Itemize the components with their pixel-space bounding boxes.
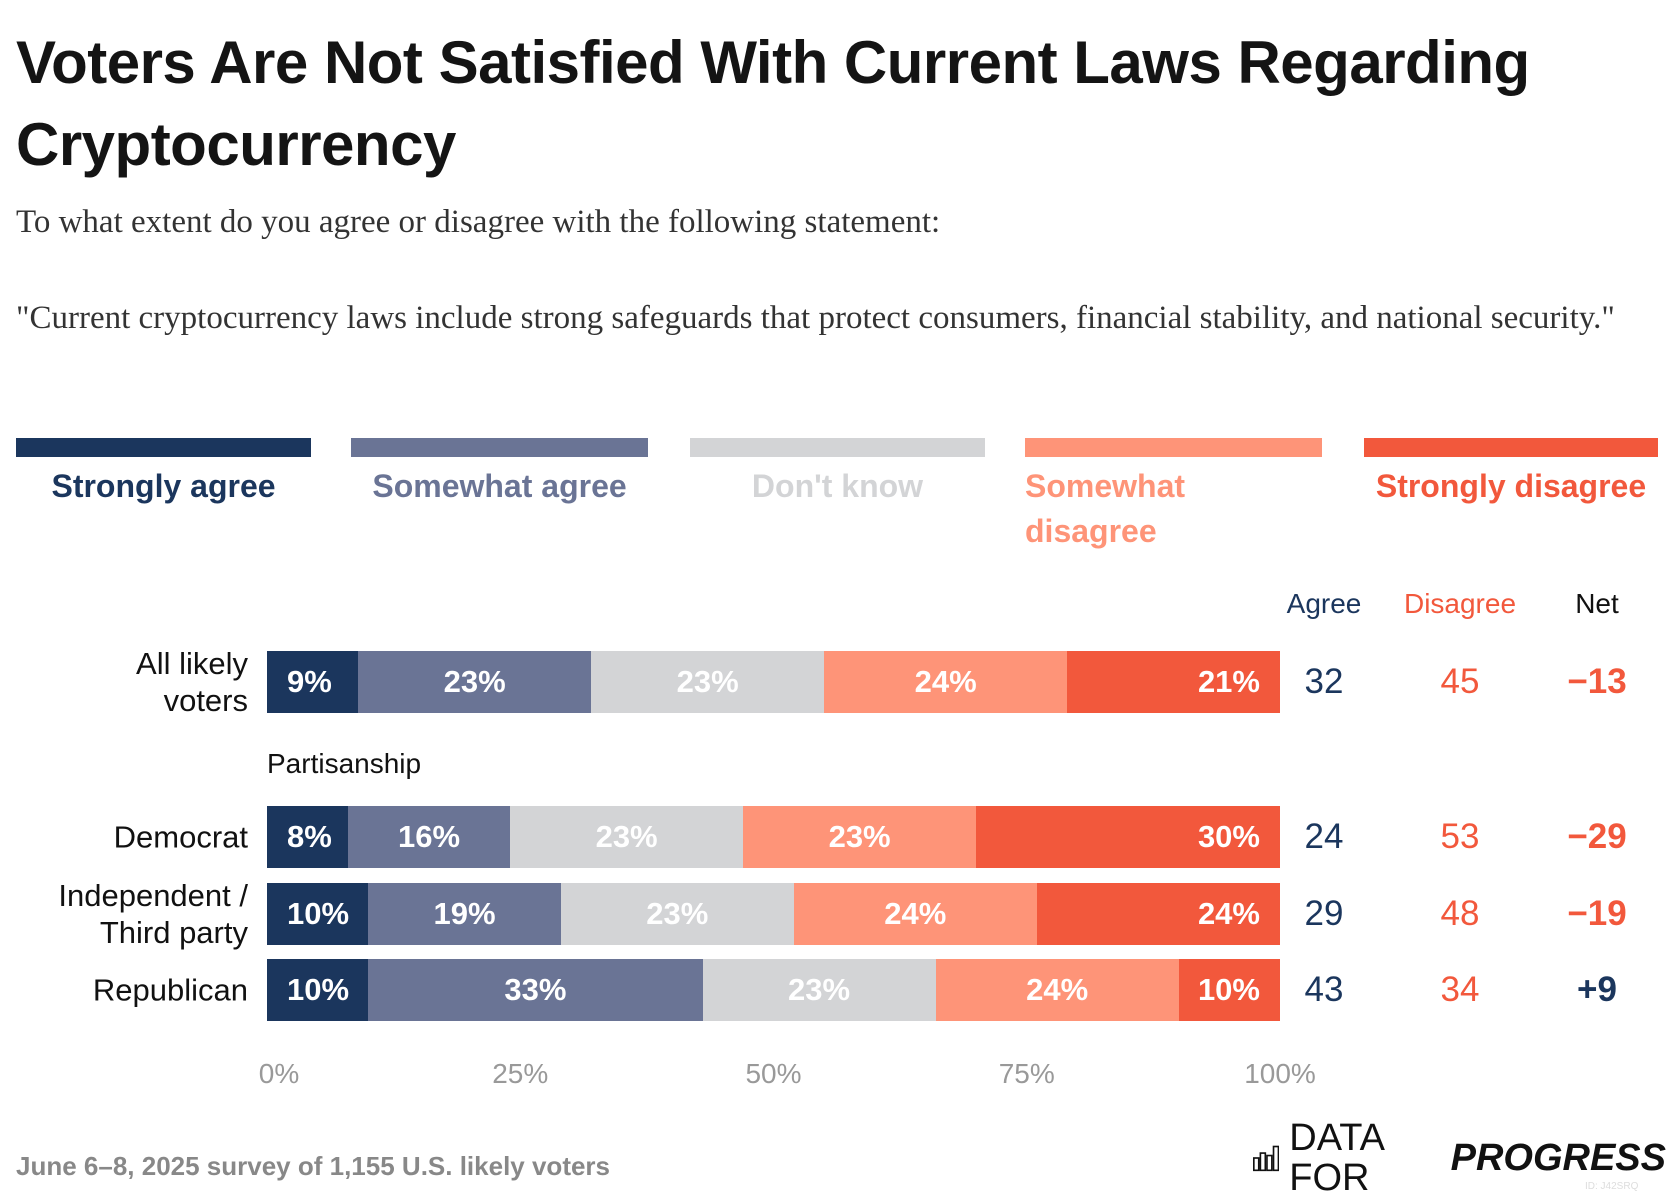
disagree-value: 48 xyxy=(1440,894,1480,933)
legend-label: Strongly disagree xyxy=(1375,468,1647,504)
bar-value-label: 10% xyxy=(1197,972,1260,1007)
agree-value: 29 xyxy=(1304,894,1344,933)
net-value: +9 xyxy=(1577,970,1617,1009)
disagree-value: 34 xyxy=(1440,970,1480,1009)
bar-value-label: 24% xyxy=(914,664,977,699)
x-tick-label: 50% xyxy=(745,1058,802,1089)
agree-value: 32 xyxy=(1304,662,1344,701)
bar-value-label: 24% xyxy=(1197,896,1260,931)
legend-swatch xyxy=(351,438,648,457)
x-tick-label: 25% xyxy=(492,1058,549,1089)
chart-title: Voters Are Not Satisfied With Current La… xyxy=(16,29,1530,178)
bar-segment xyxy=(793,883,1038,945)
net-column-header: Net xyxy=(1575,588,1619,619)
legend-swatch xyxy=(1025,438,1322,457)
legend-swatch xyxy=(16,438,311,457)
bar-value-label: 8% xyxy=(287,819,332,854)
bar-value-label: 16% xyxy=(398,819,461,854)
legend-label: Somewhat agree xyxy=(372,468,627,504)
bar-segment xyxy=(267,651,359,713)
bar-value-label: 10% xyxy=(287,972,350,1007)
bar-segment xyxy=(591,651,825,713)
x-tick-label: 0% xyxy=(258,1058,300,1089)
footer-source: June 6–8, 2025 survey of 1,155 U.S. like… xyxy=(16,1151,611,1181)
row-label: All likely voters xyxy=(136,646,248,718)
bar-value-label: 30% xyxy=(1197,819,1260,854)
chart-subtitle: To what extent do you agree or disagree … xyxy=(16,204,941,240)
bar-chart-icon xyxy=(1253,1145,1280,1172)
legend-swatch xyxy=(1364,438,1658,457)
agree-value: 24 xyxy=(1304,817,1344,856)
bar-value-label: 23% xyxy=(646,896,709,931)
bar-value-label: 23% xyxy=(828,819,891,854)
bar-value-label: 23% xyxy=(443,664,506,699)
logo-text-bold: PROGRESS xyxy=(1450,1137,1666,1179)
legend-label: Strongly agree xyxy=(51,468,276,504)
survey-statement: "Current cryptocurrency laws include str… xyxy=(16,300,1615,336)
bar-segment xyxy=(368,883,562,945)
agree-value: 43 xyxy=(1304,970,1344,1009)
bar-segment xyxy=(358,651,592,713)
disagree-value: 45 xyxy=(1440,662,1480,701)
bar-segment xyxy=(976,806,1281,868)
bar-segment xyxy=(935,959,1180,1021)
bar-segment xyxy=(1178,959,1281,1021)
logo: DATA FOR PROGRESS xyxy=(1253,1118,1666,1194)
net-value: −29 xyxy=(1567,817,1627,856)
bar-value-label: 24% xyxy=(884,896,947,931)
bar-value-label: 23% xyxy=(788,972,851,1007)
bar-segment xyxy=(368,959,704,1021)
bar-value-label: 19% xyxy=(433,896,496,931)
net-value: −13 xyxy=(1567,662,1627,701)
x-tick-label: 100% xyxy=(1244,1058,1316,1089)
legend-label: Don't know xyxy=(751,468,924,504)
legend-label: Somewhat disagree xyxy=(1025,468,1186,549)
row-label: Republican xyxy=(92,972,248,1008)
bar-value-label: 10% xyxy=(287,896,350,931)
bar-segment xyxy=(510,806,744,868)
agree-column-header: Agree xyxy=(1286,588,1362,619)
net-value: −19 xyxy=(1567,894,1627,933)
logo-text-light: DATA FOR xyxy=(1289,1117,1383,1194)
legend-swatch xyxy=(690,438,985,457)
bar-value-label: 33% xyxy=(504,972,567,1007)
bar-segment xyxy=(267,883,369,945)
disagree-column-header: Disagree xyxy=(1403,588,1517,619)
bar-segment xyxy=(824,651,1068,713)
bar-value-label: 24% xyxy=(1026,972,1089,1007)
bar-value-label: 23% xyxy=(595,819,658,854)
bar-segment xyxy=(1067,651,1281,713)
row-label: Democrat xyxy=(113,819,248,855)
bar-segment xyxy=(743,806,977,868)
bar-value-label: 23% xyxy=(676,664,739,699)
bar-segment xyxy=(1036,883,1281,945)
bar-segment xyxy=(267,806,349,868)
chart-id: ID: J42SRQ xyxy=(1585,1181,1639,1192)
bar-value-label: 9% xyxy=(287,664,332,699)
x-tick-label: 75% xyxy=(998,1058,1055,1089)
bar-segment xyxy=(348,806,511,868)
bar-segment xyxy=(702,959,937,1021)
bar-value-label: 21% xyxy=(1197,664,1260,699)
row-label: Independent / Third party xyxy=(58,878,248,950)
disagree-value: 53 xyxy=(1440,817,1480,856)
section-label: Partisanship xyxy=(267,748,422,779)
bar-segment xyxy=(560,883,795,945)
bar-segment xyxy=(267,959,369,1021)
